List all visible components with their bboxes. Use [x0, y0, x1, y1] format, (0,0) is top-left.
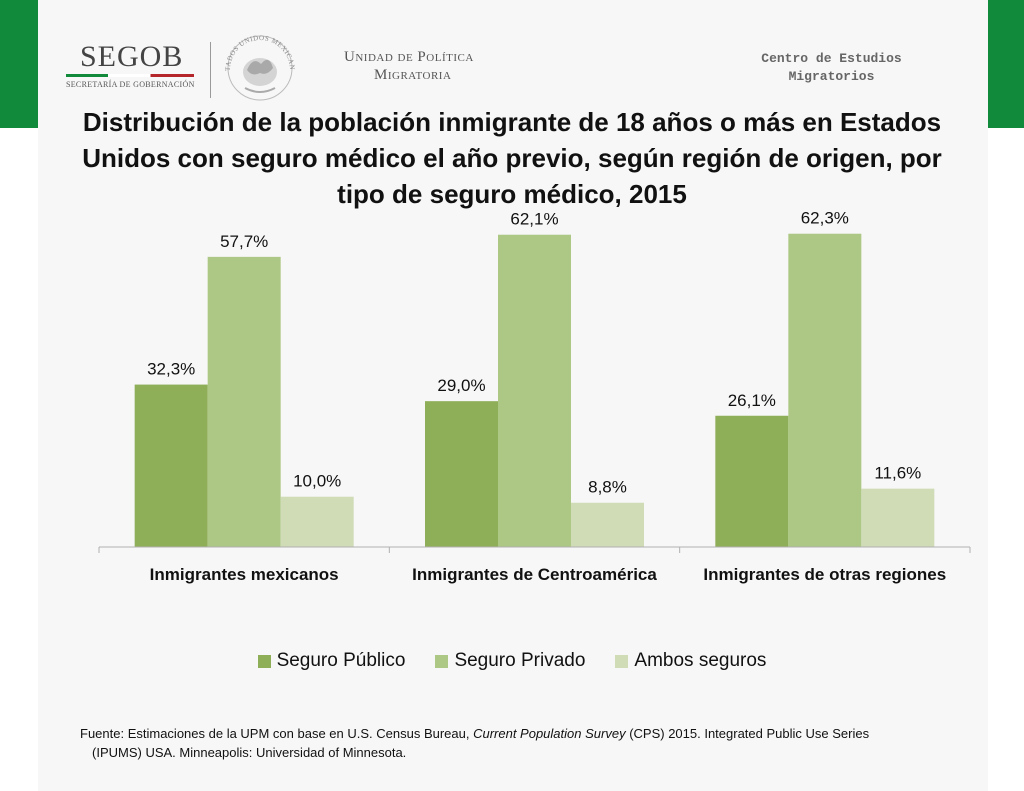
footnote-suffix: (CPS) 2015. Integrated Public Use Series [625, 726, 870, 741]
legend-swatch-seguro-publico [257, 654, 271, 668]
header-band-right [988, 0, 1024, 128]
center-title-line2: Migratorios [788, 69, 875, 84]
header-band-left [0, 0, 38, 128]
x-tick-label-inmigrantes-mexicanos: Inmigrantes mexicanos [150, 565, 339, 584]
data-label-seguro-publico-inmigrantes-de-otras-regiones: 26,1% [728, 391, 776, 410]
center-title-line1: Centro de Estudios [761, 51, 902, 66]
legend-label-seguro-privado: Seguro Privado [454, 650, 586, 671]
footnote-line2: (IPUMS) USA. Minneapolis: Universidad of… [92, 745, 407, 760]
chart-title: Distribución de la población inmigrante … [82, 107, 942, 209]
bar-seguro-publico-inmigrantes-de-centroamerica [425, 401, 498, 547]
bar-ambos-seguros-inmigrantes-mexicanos [280, 496, 354, 547]
data-label-seguro-publico-inmigrantes-mexicanos: 32,3% [147, 360, 195, 379]
data-label-ambos-seguros-inmigrantes-de-otras-regiones: 11,6% [874, 464, 921, 483]
data-label-ambos-seguros-inmigrantes-de-centroamerica: 8,8% [588, 478, 627, 497]
legend-swatch-ambos-seguros [615, 654, 629, 668]
data-label-seguro-privado-inmigrantes-mexicanos: 57,7% [220, 232, 268, 251]
center-title: Centro de Estudios Migratorios [744, 50, 919, 86]
legend-swatch-seguro-privado [435, 654, 449, 668]
bar-seguro-privado-inmigrantes-de-otras-regiones [788, 233, 862, 547]
data-label-ambos-seguros-inmigrantes-mexicanos: 10,0% [293, 472, 341, 491]
data-label-seguro-privado-inmigrantes-de-otras-regiones: 62,3% [801, 209, 849, 228]
legend-item-ambos-seguros: Ambos seguros [615, 650, 766, 672]
unit-title: Unidad de Política Migratoria [344, 48, 474, 84]
footnote-italic: Current Population Survey [473, 726, 626, 741]
data-label-seguro-publico-inmigrantes-de-centroamerica: 29,0% [437, 376, 485, 395]
unit-title-line1: Unidad de Política [344, 49, 474, 65]
data-label-seguro-privado-inmigrantes-de-centroamerica: 62,1% [510, 210, 558, 229]
chart-legend: Seguro Público Seguro Privado Ambos segu… [0, 650, 1024, 672]
bar-seguro-privado-inmigrantes-mexicanos [207, 256, 281, 547]
legend-item-seguro-privado: Seguro Privado [435, 650, 585, 672]
unit-title-line2: Migratoria [374, 67, 452, 83]
legend-item-seguro-publico: Seguro Público [257, 650, 406, 672]
segob-logo: SEGOB SECRETARÍA DE GOBERNACIÓN [66, 40, 206, 96]
segob-wordmark: SEGOB [80, 40, 184, 73]
x-tick-label-inmigrantes-de-otras-regiones: Inmigrantes de otras regiones [703, 565, 946, 584]
bar-seguro-publico-inmigrantes-mexicanos [134, 384, 208, 547]
segob-subtitle: SECRETARÍA DE GOBERNACIÓN [66, 80, 195, 89]
footnote-prefix: Fuente: Estimaciones de la UPM con base … [80, 726, 474, 741]
x-tick-label-inmigrantes-de-centroamerica: Inmigrantes de Centroamérica [412, 565, 657, 584]
bar-ambos-seguros-inmigrantes-de-centroamerica [571, 502, 644, 547]
national-seal-icon: ESTADOS UNIDOS MEXICANOS [221, 30, 296, 101]
bar-seguro-privado-inmigrantes-de-centroamerica [498, 234, 571, 547]
header-divider [210, 42, 211, 98]
legend-label-ambos-seguros: Ambos seguros [634, 650, 767, 671]
bar-seguro-publico-inmigrantes-de-otras-regiones [715, 415, 789, 547]
legend-label-seguro-publico: Seguro Público [276, 650, 406, 671]
bar-ambos-seguros-inmigrantes-de-otras-regiones [861, 488, 935, 547]
segob-tricolor-rule [66, 74, 194, 77]
source-footnote: Fuente: Estimaciones de la UPM con base … [80, 724, 953, 762]
